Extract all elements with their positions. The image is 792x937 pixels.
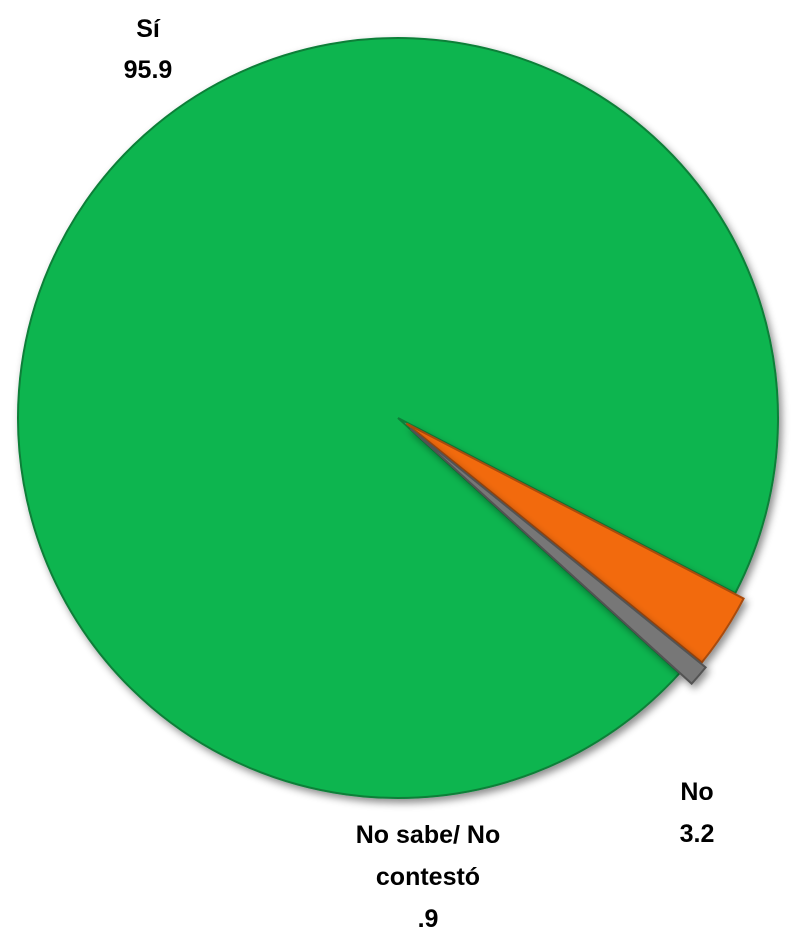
slice-no [405, 422, 745, 664]
slice-value-si: 95.9 [124, 56, 173, 84]
slice-value-no: 3.2 [680, 820, 715, 848]
slice-label-nsnc-line1: No sabe/ No [356, 821, 500, 849]
slice-label-nsnc-line2: contestó [376, 863, 480, 891]
slice-no-sabe [409, 427, 708, 686]
slice-label-si: Sí [136, 15, 161, 43]
slice-si [17, 37, 779, 799]
slice-label-no: No [680, 778, 713, 806]
slice-value-nsnc: .9 [418, 905, 439, 933]
pie-slices [17, 37, 779, 799]
